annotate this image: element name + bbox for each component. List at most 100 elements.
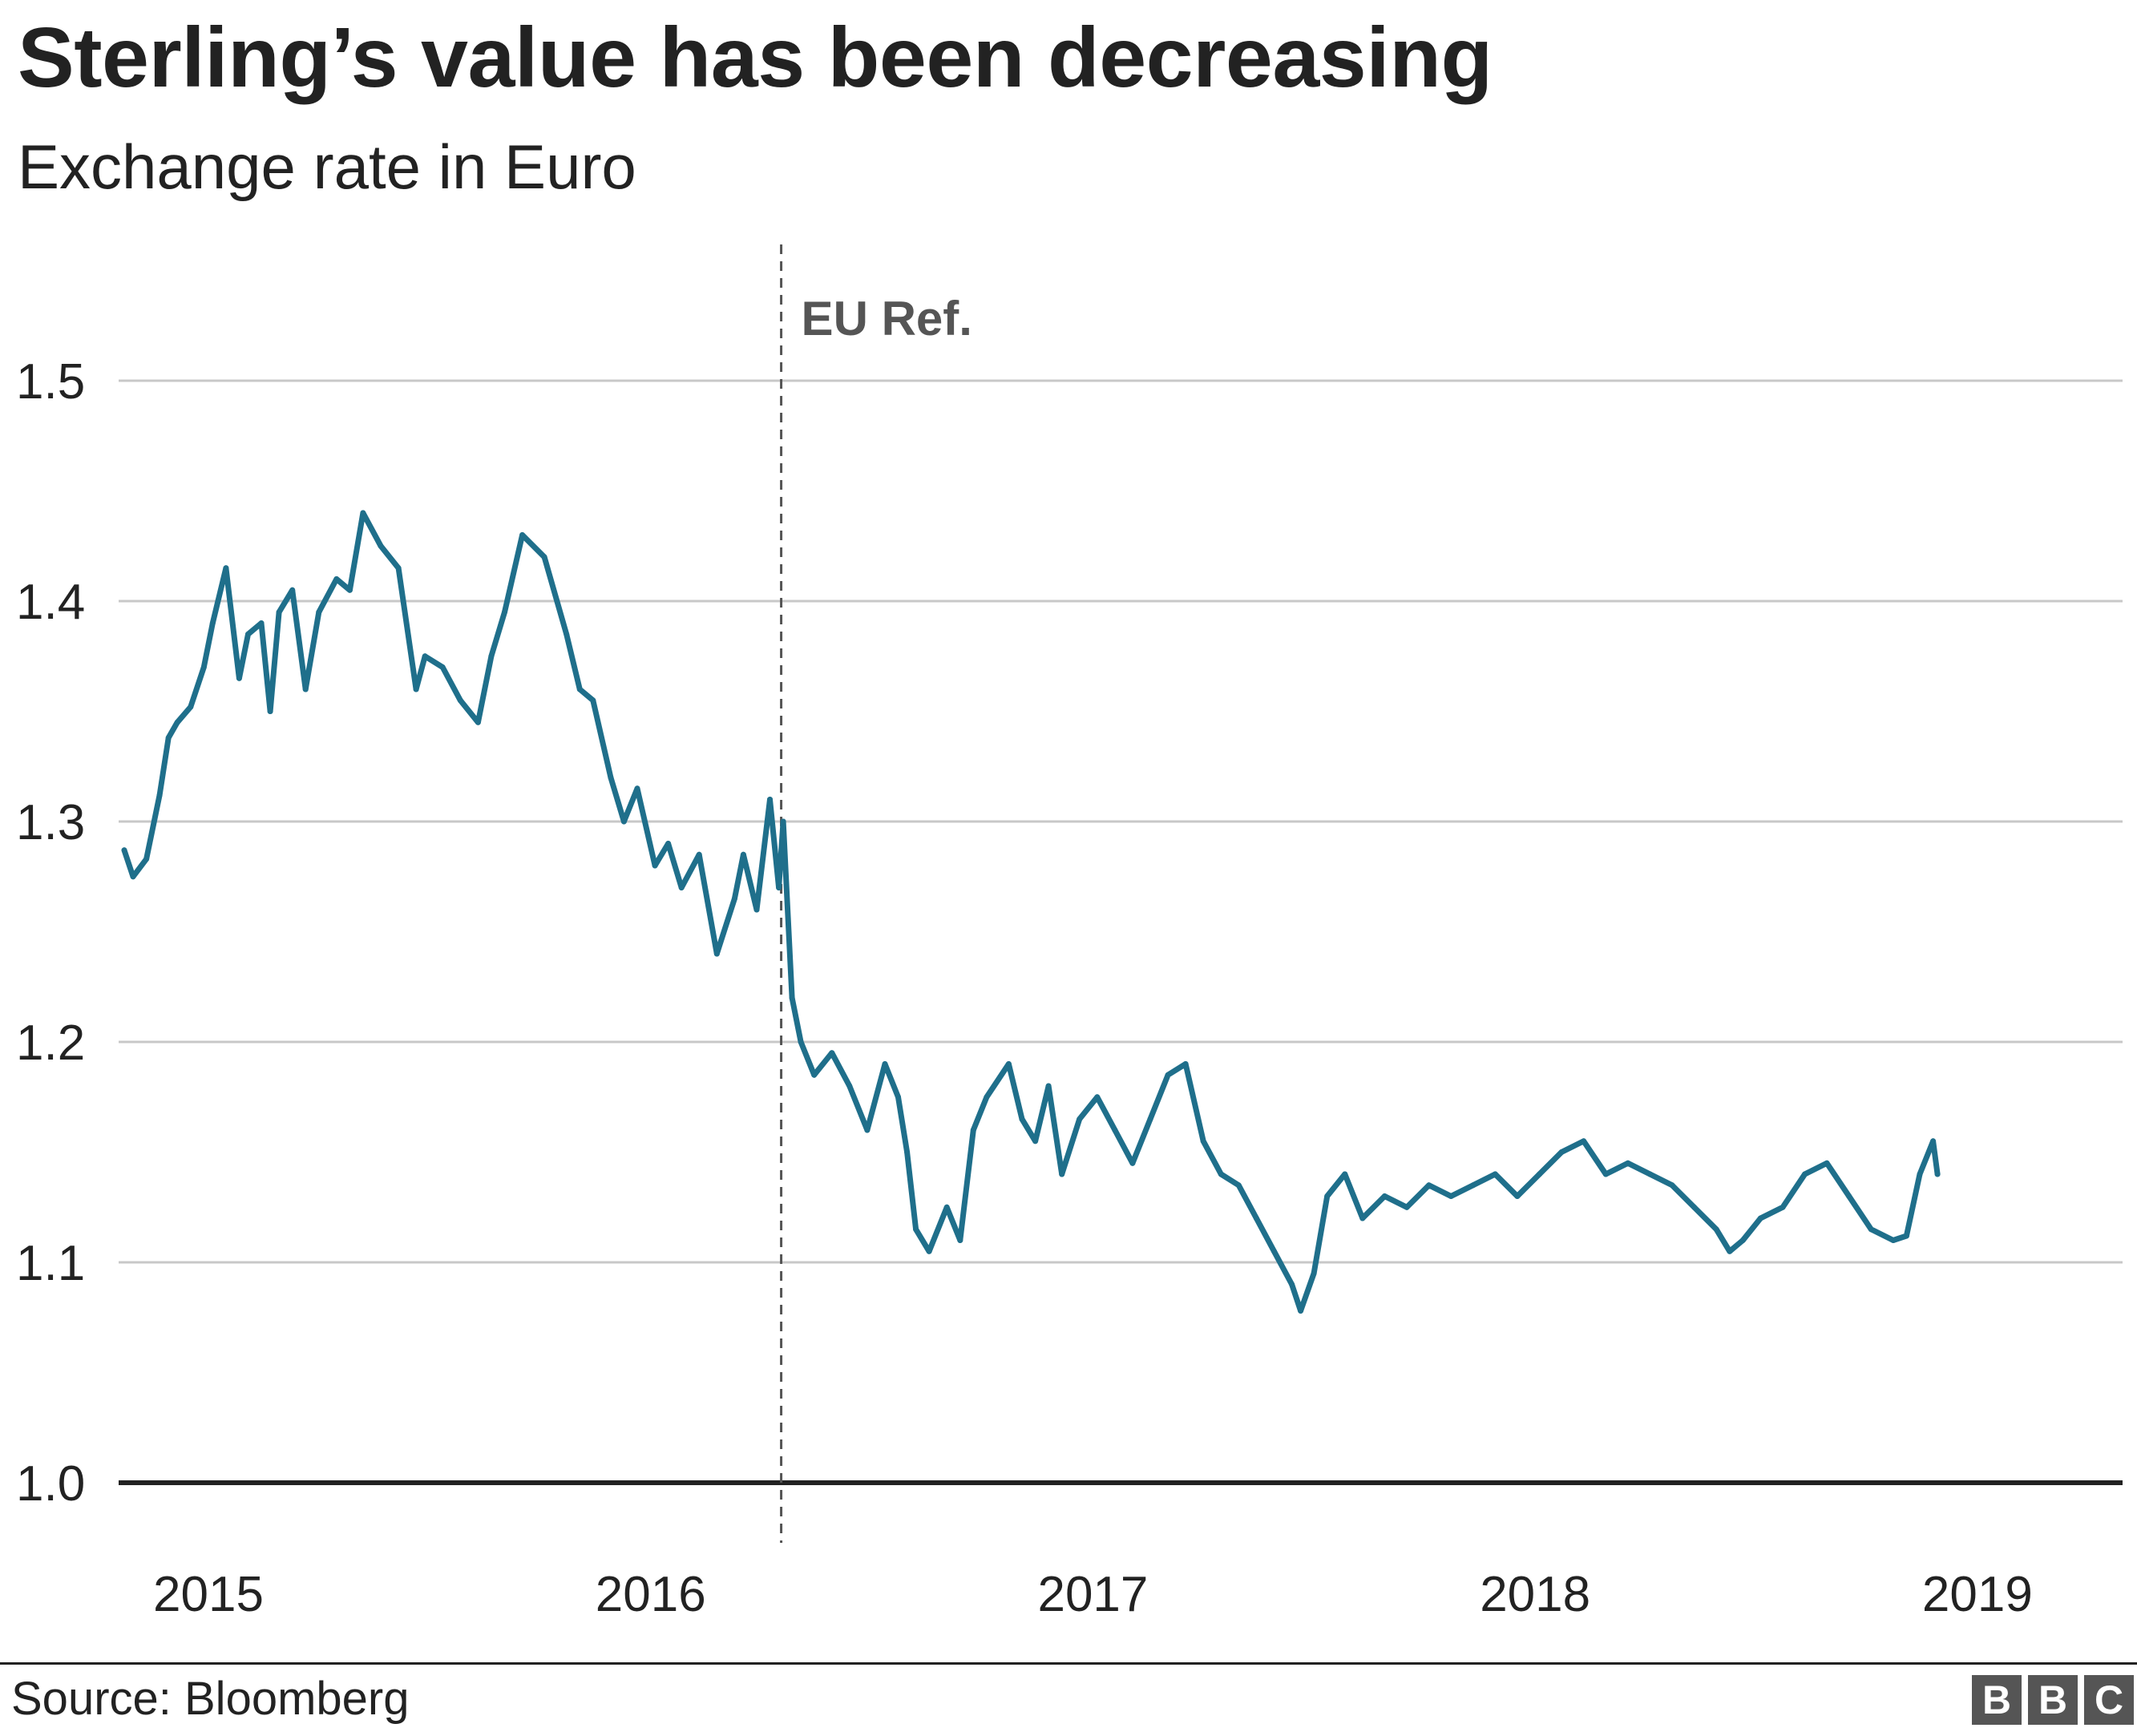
y-axis-labels: 1.0 1.1 1.2 1.3 1.4 1.5 bbox=[16, 354, 85, 1512]
data-point bbox=[1824, 1160, 1830, 1166]
data-point bbox=[895, 1094, 901, 1100]
data-point bbox=[1757, 1215, 1763, 1221]
data-point bbox=[1147, 1116, 1153, 1122]
data-point bbox=[780, 818, 786, 825]
data-point bbox=[1165, 1072, 1171, 1078]
data-point bbox=[678, 885, 685, 890]
data-point bbox=[223, 565, 229, 571]
data-point bbox=[767, 797, 773, 802]
data-point bbox=[1359, 1215, 1366, 1221]
data-point bbox=[1713, 1226, 1719, 1233]
data-point bbox=[1059, 1171, 1065, 1177]
x-tick-label: 2017 bbox=[1037, 1567, 1148, 1622]
data-point bbox=[665, 841, 672, 846]
logo-letter-c: C bbox=[2084, 1675, 2134, 1725]
data-point bbox=[1129, 1160, 1136, 1166]
footer-divider bbox=[0, 1662, 2137, 1665]
data-point bbox=[984, 1094, 990, 1100]
data-point bbox=[475, 719, 481, 725]
data-point bbox=[1235, 1182, 1242, 1189]
data-point bbox=[1342, 1171, 1348, 1177]
data-point bbox=[1537, 1171, 1542, 1177]
data-point bbox=[1311, 1270, 1317, 1277]
data-point bbox=[258, 620, 265, 626]
data-point bbox=[753, 906, 760, 913]
data-point bbox=[1094, 1094, 1101, 1100]
data-point bbox=[165, 735, 172, 741]
line-chart: 1.01.11.21.31.41.5 2015 2016 2017 2018 2019 … bbox=[16, 244, 2123, 1622]
eu-ref-label: EU Ref. bbox=[802, 292, 972, 345]
data-point bbox=[1253, 1215, 1259, 1221]
data-point bbox=[1602, 1171, 1609, 1177]
y-tick-label: 1.0 bbox=[16, 1456, 85, 1512]
data-point bbox=[590, 697, 596, 704]
logo-letter-b1: B bbox=[1972, 1675, 2022, 1725]
data-point bbox=[789, 995, 795, 1001]
gridlines bbox=[119, 379, 2123, 1485]
y-tick-label: 1.3 bbox=[16, 795, 85, 850]
data-point bbox=[1625, 1160, 1631, 1166]
data-point bbox=[267, 709, 273, 714]
data-point bbox=[620, 818, 627, 825]
data-point bbox=[740, 851, 746, 858]
data-point bbox=[913, 1226, 919, 1233]
data-point bbox=[1289, 1282, 1295, 1287]
annotation-layer: EU Ref. bbox=[780, 244, 972, 1543]
y-tick-label: 1.5 bbox=[16, 354, 85, 410]
data-point bbox=[209, 620, 216, 626]
data-point bbox=[121, 847, 127, 854]
data-point bbox=[1646, 1171, 1653, 1177]
data-point bbox=[696, 851, 702, 858]
data-point bbox=[1045, 1083, 1052, 1089]
data-point bbox=[1779, 1204, 1786, 1210]
data-point bbox=[1019, 1116, 1025, 1122]
data-point bbox=[1934, 1171, 1941, 1177]
data-point bbox=[634, 785, 640, 792]
data-point bbox=[882, 1061, 888, 1067]
data-point bbox=[829, 1050, 835, 1056]
data-point bbox=[1298, 1308, 1304, 1314]
data-point bbox=[488, 653, 495, 660]
logo-letter-b2: B bbox=[2028, 1675, 2078, 1725]
data-point bbox=[395, 565, 402, 571]
data-point bbox=[864, 1127, 871, 1133]
data-point bbox=[943, 1204, 950, 1210]
y-tick-label: 1.4 bbox=[16, 575, 85, 630]
data-point bbox=[143, 856, 150, 862]
chart-subtitle: Exchange rate in Euro bbox=[18, 131, 636, 202]
data-point bbox=[1448, 1193, 1454, 1199]
data-point bbox=[798, 1039, 804, 1045]
data-point bbox=[1802, 1171, 1808, 1177]
data-point bbox=[130, 874, 136, 880]
data-point bbox=[1182, 1061, 1189, 1067]
data-point bbox=[652, 862, 658, 869]
data-point bbox=[1846, 1193, 1852, 1199]
bbc-logo: B B C bbox=[1972, 1675, 2134, 1725]
series-line-gbp-eur bbox=[121, 510, 1941, 1314]
data-point bbox=[1381, 1193, 1388, 1199]
data-point bbox=[276, 609, 282, 616]
data-point bbox=[413, 686, 419, 692]
y-tick-label: 1.1 bbox=[16, 1236, 85, 1291]
data-point bbox=[1200, 1138, 1206, 1145]
data-point bbox=[1917, 1171, 1923, 1177]
data-point bbox=[1005, 1061, 1012, 1067]
data-point bbox=[713, 951, 720, 957]
data-point bbox=[1581, 1138, 1587, 1145]
data-point bbox=[608, 774, 614, 781]
data-point bbox=[1669, 1182, 1675, 1189]
data-point bbox=[502, 609, 507, 616]
data-point bbox=[904, 1149, 911, 1155]
series-layer bbox=[121, 510, 1941, 1314]
data-point bbox=[926, 1248, 932, 1254]
data-point bbox=[846, 1083, 853, 1089]
data-point bbox=[1868, 1226, 1874, 1233]
data-point bbox=[439, 664, 446, 670]
source-note: Source: Bloomberg bbox=[11, 1673, 410, 1725]
data-point bbox=[957, 1237, 963, 1243]
data-point bbox=[378, 543, 384, 549]
data-point bbox=[174, 719, 180, 725]
data-point bbox=[731, 895, 737, 902]
data-point bbox=[200, 664, 207, 670]
data-point bbox=[564, 631, 570, 637]
